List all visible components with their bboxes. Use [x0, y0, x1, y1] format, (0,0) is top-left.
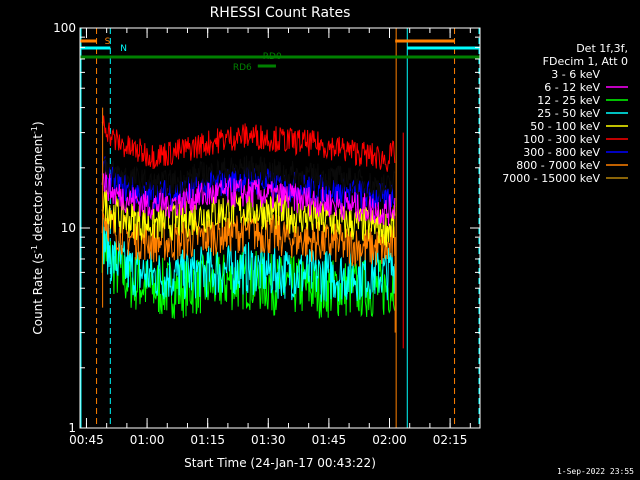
legend-entry-label: 3 - 6 keV [551, 68, 600, 81]
y-axis-label-exponent: -1 [30, 126, 39, 134]
x-tick-label: 02:15 [433, 433, 468, 447]
flag-label: RD6 [233, 63, 252, 73]
y-axis-label-part: detector segment [31, 134, 45, 245]
x-tick-label: 01:00 [130, 433, 165, 447]
legend-entry-label: 12 - 25 keV [537, 94, 600, 107]
legend-entry-label: 6 - 12 keV [544, 81, 600, 94]
y-axis: 1 10 100 [53, 21, 480, 435]
x-axis-label: Start Time (24-Jan-17 00:43:22) [184, 456, 376, 470]
x-tick-label: 01:15 [190, 433, 225, 447]
series-line [101, 155, 396, 200]
y-axis-label-exponent: -1 [30, 245, 39, 253]
y-tick-label: 100 [53, 21, 76, 35]
y-axis-label-part: Count Rate (s [31, 253, 45, 335]
x-axis: 00:45 01:00 01:15 01:30 01:45 02:00 02:15 [69, 28, 471, 447]
x-tick-label: 02:00 [372, 433, 407, 447]
y-tick-label: 10 [61, 221, 76, 235]
legend-entry-label: 800 - 7000 keV [516, 159, 600, 172]
legend-entry-label: 25 - 50 keV [537, 107, 600, 120]
legend-entry-label: 100 - 300 keV [523, 133, 600, 146]
flag-label: N [120, 44, 127, 54]
series-line [101, 217, 396, 319]
series-line [101, 115, 396, 172]
y-tick-label: 1 [68, 421, 76, 435]
y-axis-label: Count Rate (s-1 detector segment-1) [30, 121, 45, 334]
y-axis-label-part: ) [31, 121, 45, 126]
x-tick-label: 01:30 [251, 433, 286, 447]
flag-label: RD0 [263, 52, 282, 62]
legend-header-line: Det 1f,3f, [576, 42, 628, 55]
x-tick-label: 01:45 [312, 433, 347, 447]
chart-title: RHESSI Count Rates [210, 5, 351, 21]
x-tick-label: 00:45 [69, 433, 104, 447]
series-line [101, 170, 396, 226]
timestamp: 1-Sep-2022 23:55 [556, 467, 634, 476]
legend-entry-label: 50 - 100 keV [530, 120, 600, 133]
series-layer [101, 107, 404, 349]
legend-entry-label: 7000 - 15000 keV [502, 172, 600, 185]
legend-header-line: FDecim 1, Att 0 [543, 55, 628, 68]
flag-label: S [105, 37, 111, 47]
legend-entry-label: 300 - 800 keV [523, 146, 600, 159]
series-line [101, 185, 396, 247]
